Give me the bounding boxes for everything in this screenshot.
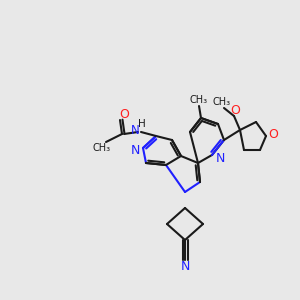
Text: N: N xyxy=(130,143,140,157)
Text: CH₃: CH₃ xyxy=(93,143,111,153)
Text: N: N xyxy=(130,124,140,137)
Text: O: O xyxy=(230,103,240,116)
Text: H: H xyxy=(138,119,146,129)
Text: O: O xyxy=(268,128,278,140)
Text: O: O xyxy=(119,109,129,122)
Text: N: N xyxy=(215,152,225,164)
Text: N: N xyxy=(180,260,190,272)
Text: CH₃: CH₃ xyxy=(190,95,208,105)
Text: CH₃: CH₃ xyxy=(213,97,231,107)
